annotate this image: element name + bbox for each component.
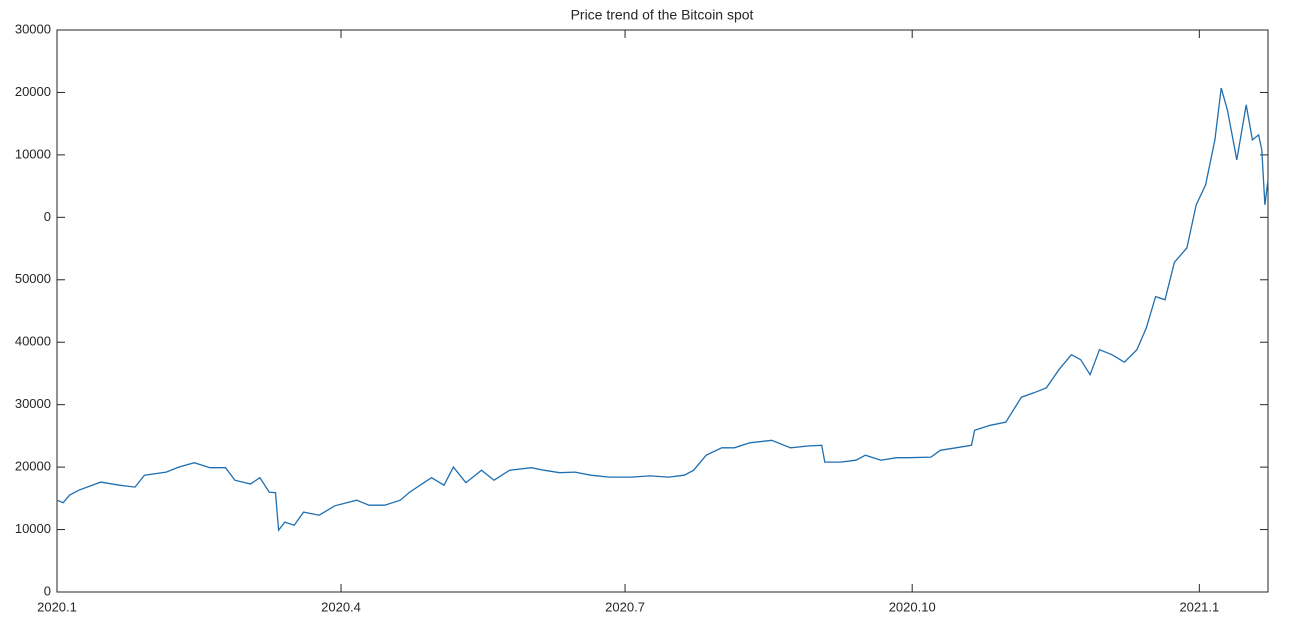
y-tick-label: 30000 xyxy=(15,21,51,36)
y-tick-label: 20000 xyxy=(15,459,51,474)
y-tick-label: 30000 xyxy=(15,396,51,411)
x-tick-label: 2021.1 xyxy=(1179,599,1219,614)
x-tick-label: 2020.1 xyxy=(37,599,77,614)
plot-frame xyxy=(56,29,1269,593)
y-tick-label: 10000 xyxy=(15,521,51,536)
x-tick-label: 2020.10 xyxy=(889,599,936,614)
y-tick-label: 0 xyxy=(44,583,51,598)
y-tick-label: 10000 xyxy=(15,146,51,161)
y-tick-label: 50000 xyxy=(15,271,51,286)
y-tick-label: 20000 xyxy=(15,84,51,99)
y-tick-label: 0 xyxy=(44,209,51,224)
y-tick-label: 40000 xyxy=(15,334,51,349)
chart-title: Price trend of the Bitcoin spot xyxy=(571,7,754,23)
price-line xyxy=(56,87,1269,532)
x-tick-label: 2020.4 xyxy=(321,599,361,614)
x-tick-label: 2020.7 xyxy=(605,599,645,614)
